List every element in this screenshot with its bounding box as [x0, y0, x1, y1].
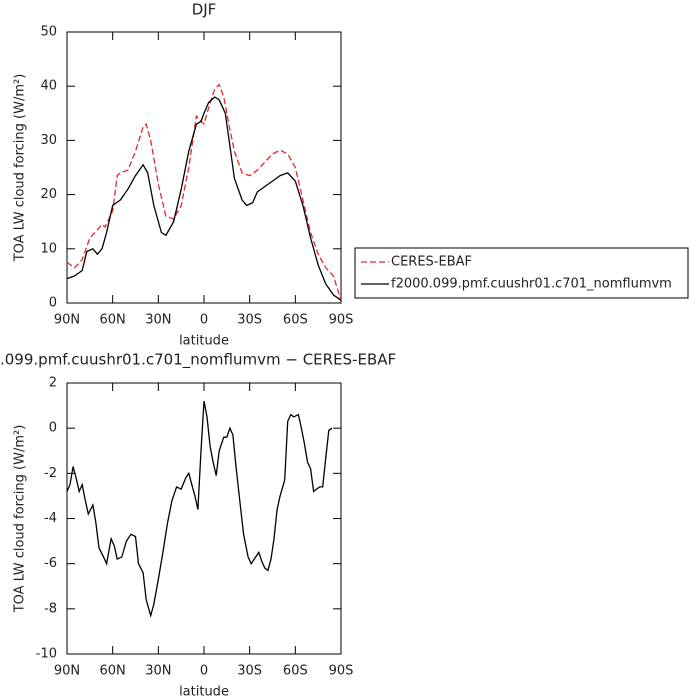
y-tick-label: -2: [44, 466, 57, 481]
legend-label: f2000.099.pmf.cuushr01.c701_nomflumvm: [391, 277, 672, 292]
x-tick-label: 0: [200, 313, 208, 328]
data-line: [66, 83, 342, 301]
x-axis-label: latitude: [179, 334, 229, 349]
y-tick-label: 30: [40, 133, 57, 148]
x-tick-label: 30N: [145, 313, 171, 328]
y-axis-label: TOA LW cloud forcing (W/m²): [13, 425, 28, 614]
x-tick-label: 30S: [237, 313, 262, 328]
data-line: [66, 96, 342, 301]
x-tick-label: 60N: [100, 664, 126, 679]
y-tick-label: -10: [36, 647, 57, 662]
y-tick-label: 10: [40, 241, 57, 256]
y-tick-label: 40: [40, 79, 57, 94]
x-tick-label: 30N: [145, 664, 171, 679]
y-tick-label: -8: [44, 601, 57, 616]
data-line: [66, 400, 333, 619]
y-tick-label: -4: [44, 511, 57, 526]
chart-title: DJF: [192, 1, 217, 19]
y-tick-label: 20: [40, 187, 57, 202]
x-tick-label: 60N: [100, 313, 126, 328]
x-tick-label: 60S: [283, 664, 308, 679]
x-tick-label: 90N: [54, 313, 80, 328]
y-tick-label: 50: [40, 25, 57, 40]
y-axis-label: TOA LW cloud forcing (W/m²): [13, 74, 28, 263]
legend-box: [354, 247, 689, 299]
x-tick-label: 0: [200, 664, 208, 679]
x-axis-label: latitude: [179, 685, 229, 700]
x-tick-label: 60S: [283, 313, 308, 328]
x-tick-label: 90S: [329, 664, 354, 679]
x-tick-label: 30S: [237, 664, 262, 679]
legend-label: CERES-EBAF: [391, 255, 472, 270]
y-tick-label: -6: [44, 556, 57, 571]
y-tick-label: 0: [49, 296, 57, 311]
plot-frame: [66, 31, 342, 304]
x-tick-label: 90N: [54, 664, 80, 679]
y-tick-label: 0: [49, 421, 57, 436]
y-tick-label: 2: [49, 376, 57, 391]
chart-title: .099.pmf.cuushr01.c701_nomflumvm − CERES…: [0, 351, 396, 370]
x-tick-label: 90S: [329, 313, 354, 328]
